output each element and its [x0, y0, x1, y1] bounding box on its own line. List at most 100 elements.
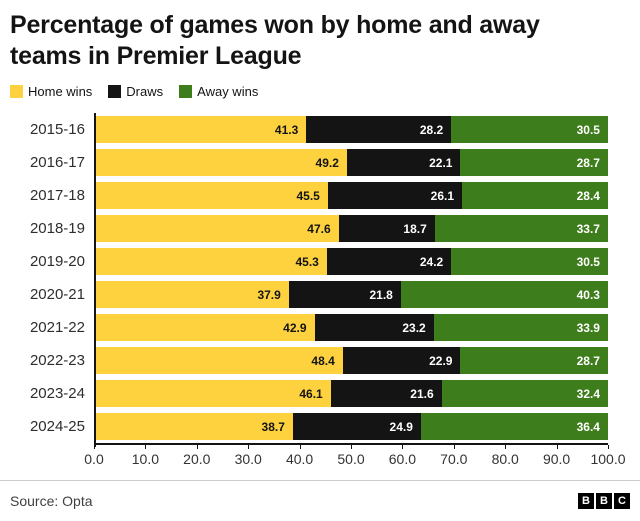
value-label: 48.4	[311, 353, 335, 368]
axis-tick-label: 80.0	[491, 451, 519, 467]
axis-tick	[299, 445, 301, 449]
bar-segment-home-wins: 45.3	[94, 248, 327, 275]
bbc-logo-letter: B	[596, 493, 612, 509]
value-label: 28.7	[576, 155, 600, 170]
chart-row: 2024-25 38.7 24.9 36.4	[10, 410, 608, 443]
value-label: 30.5	[576, 254, 600, 269]
stacked-bar-chart: 2015-16 41.3 28.2 30.5 2016-17 49.2 22.1 28.7 20…	[10, 113, 626, 471]
value-label: 32.4	[576, 386, 600, 401]
legend-swatch	[10, 85, 23, 98]
bar-segment-home-wins: 38.7	[94, 413, 293, 440]
bar-segment-away-wins: 36.4	[420, 413, 608, 440]
chart-row: 2022-23 48.4 22.9 28.7	[10, 344, 608, 377]
axis-tick	[402, 445, 404, 449]
bar-segment-away-wins: 28.4	[462, 182, 608, 209]
value-label: 36.4	[576, 419, 600, 434]
axis-tick	[608, 445, 609, 449]
value-label: 45.5	[296, 188, 320, 203]
stacked-bar: 42.9 23.2 33.9	[94, 314, 608, 341]
stacked-bar: 37.9 21.8 40.3	[94, 281, 608, 308]
bar-segment-home-wins: 46.1	[94, 380, 331, 407]
legend-swatch	[179, 85, 193, 98]
value-label: 28.7	[576, 353, 600, 368]
value-label: 46.1	[299, 386, 323, 401]
y-axis-line	[94, 113, 96, 447]
axis-tick	[351, 445, 352, 449]
bar-segment-draws: 18.7	[338, 215, 435, 242]
axis-tick-label: 40.0	[285, 451, 314, 467]
bar-segment-away-wins: 30.5	[451, 248, 608, 275]
row-label: 2024-25	[29, 418, 85, 435]
bar-segment-home-wins: 42.9	[94, 314, 315, 341]
value-label: 33.7	[576, 221, 600, 236]
chart-row: 2021-22 42.9 23.2 33.9	[10, 311, 608, 344]
legend-item-draws: Draws	[108, 84, 163, 99]
stacked-bar: 41.3 28.2 30.5	[94, 116, 608, 143]
stacked-bar: 46.1 21.6 32.4	[94, 380, 608, 407]
row-label: 2022-23	[29, 352, 85, 369]
stacked-bar: 38.7 24.9 36.4	[94, 413, 608, 440]
value-label: 24.9	[389, 419, 413, 434]
legend-swatch	[108, 85, 122, 98]
x-axis: 0.0 10.0 20.0 30.0 40.0 50.0 60.0 70.0 80.0 90.0 1…	[84, 443, 626, 471]
bbc-logo: B B C	[578, 493, 630, 509]
value-label: 38.7	[261, 419, 285, 434]
bar-segment-draws: 22.1	[346, 149, 461, 176]
bbc-logo-letter: B	[578, 493, 594, 509]
bar-segment-home-wins: 49.2	[94, 149, 347, 176]
value-label: 47.6	[307, 221, 331, 236]
chart-row: 2020-21 37.9 21.8 40.3	[10, 278, 608, 311]
bar-segment-home-wins: 48.4	[94, 347, 343, 374]
bar-segment-draws: 24.9	[292, 413, 421, 440]
row-label: 2020-21	[29, 286, 85, 303]
chart-row: 2016-17 49.2 22.1 28.7	[10, 146, 608, 179]
value-label: 40.3	[576, 287, 600, 302]
legend-item-away-wins: Away wins	[179, 84, 258, 99]
stacked-bar: 45.5 26.1 28.4	[94, 182, 608, 209]
bar-segment-home-wins: 37.9	[94, 281, 289, 308]
legend-label: Draws	[126, 84, 164, 99]
chart-row: 2018-19 47.6 18.7 33.7	[10, 212, 608, 245]
axis-tick-label: 10.0	[131, 451, 160, 467]
bar-segment-draws: 23.2	[314, 314, 434, 341]
axis-tick-label: 30.0	[234, 451, 262, 467]
bar-segment-home-wins: 41.3	[94, 116, 307, 143]
axis-tick-label: 70.0	[440, 451, 468, 467]
bar-segment-draws: 22.9	[342, 347, 461, 374]
value-label: 21.8	[369, 287, 393, 302]
row-label: 2019-20	[29, 253, 85, 270]
value-label: 37.9	[257, 287, 281, 302]
chart-row: 2017-18 45.5 26.1 28.4	[10, 179, 608, 212]
bar-segment-draws: 21.6	[330, 380, 442, 407]
value-label: 49.2	[315, 155, 339, 170]
axis-tick	[453, 445, 455, 449]
axis-tick	[145, 445, 147, 449]
legend-label: Home wins	[28, 84, 93, 99]
axis-tick-label: 20.0	[183, 451, 211, 467]
bbc-logo-letter: C	[614, 493, 630, 509]
chart-row: 2019-20 45.3 24.2 30.5	[10, 245, 608, 278]
bar-segment-away-wins: 40.3	[400, 281, 608, 308]
value-label: 28.2	[419, 122, 444, 137]
legend-item-home-wins: Home wins	[10, 84, 92, 99]
value-label: 26.1	[430, 188, 454, 203]
bar-segment-draws: 21.8	[288, 281, 401, 308]
bar-segment-away-wins: 30.5	[451, 116, 608, 143]
value-label: 23.2	[402, 320, 426, 335]
bar-segment-away-wins: 33.7	[434, 215, 608, 242]
axis-tick	[196, 445, 198, 449]
source-text: Source: Opta	[10, 493, 93, 509]
chart-row: 2015-16 41.3 28.2 30.5	[10, 113, 608, 146]
bar-segment-draws: 24.2	[326, 248, 452, 275]
row-label: 2015-16	[29, 121, 85, 138]
value-label: 22.1	[429, 155, 453, 170]
axis-tick-label: 0.0	[84, 451, 104, 467]
stacked-bar: 49.2 22.1 28.7	[94, 149, 608, 176]
bar-segment-away-wins: 28.7	[460, 347, 608, 374]
stacked-bar: 48.4 22.9 28.7	[94, 347, 608, 374]
axis-tick	[505, 445, 507, 449]
axis-tick	[556, 445, 558, 449]
axis-tick-label: 100.0	[590, 451, 626, 467]
axis-tick	[248, 445, 250, 449]
row-label: 2021-22	[29, 319, 85, 336]
